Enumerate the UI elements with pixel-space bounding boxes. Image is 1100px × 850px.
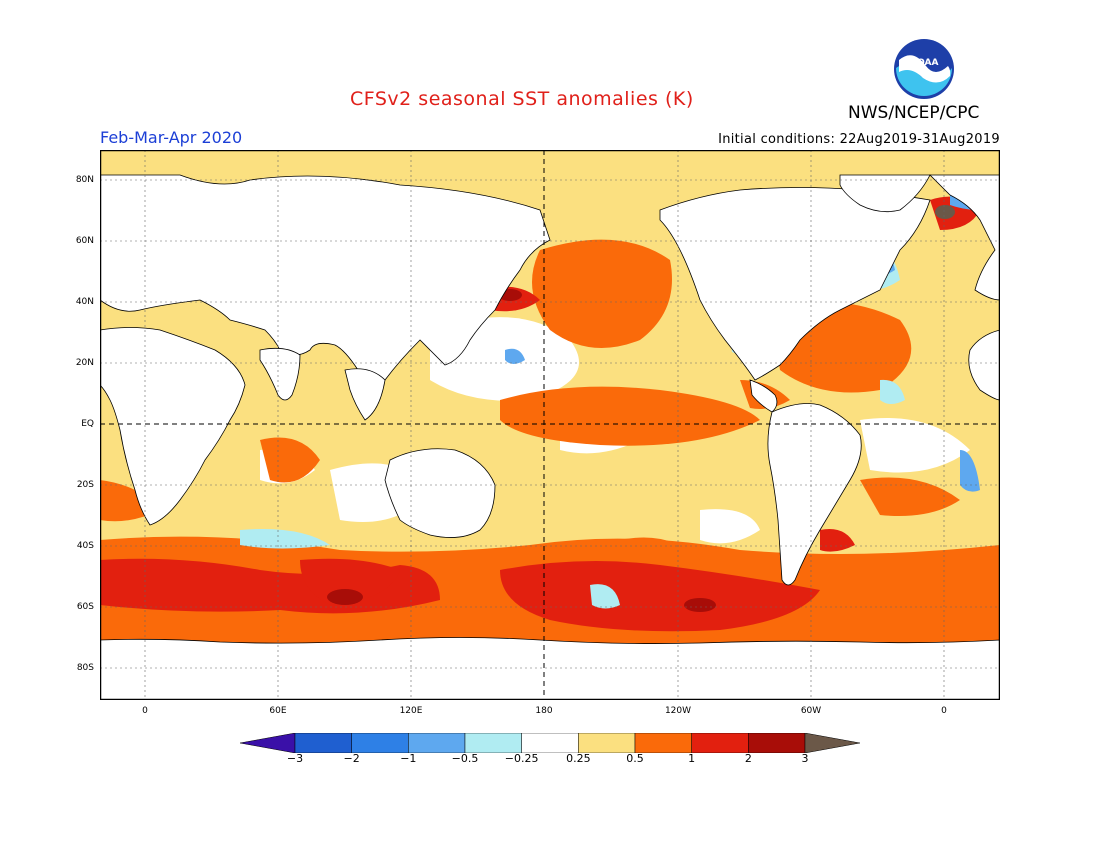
color-scale-label: −0.5: [451, 752, 479, 765]
lat-label-40n: 40N: [75, 297, 94, 307]
sst-anomaly-map: [100, 150, 1000, 700]
lon-label-0-right: 0: [941, 706, 947, 716]
africa-land: [100, 327, 246, 526]
color-scale-swatches: [240, 733, 860, 753]
lon-label-0: 0: [142, 706, 148, 716]
color-swatch-above-max: [804, 733, 860, 753]
lat-label-60s: 60S: [76, 602, 94, 612]
lat-label-20s: 20S: [76, 480, 94, 490]
lat-label-80n: 80N: [75, 175, 94, 185]
color-swatch-below-min: [240, 733, 296, 753]
initial-conditions: Initial conditions: 22Aug2019-31Aug2019: [718, 132, 1000, 147]
color-scale-bar: [240, 733, 860, 753]
color-swatch: [294, 733, 352, 753]
page-title: CFSv2 seasonal SST anomalies (K): [350, 88, 694, 110]
noaa-logo: NOAA: [894, 39, 954, 99]
lat-label-eq: EQ: [81, 419, 94, 429]
australia-land: [384, 448, 496, 538]
lon-label-180: 180: [535, 706, 553, 716]
lon-label-60e: 60E: [269, 706, 287, 716]
color-swatch: [521, 733, 579, 753]
india-land: [259, 347, 301, 401]
south-america-land: [767, 403, 862, 586]
lon-label-120w: 120W: [664, 706, 692, 716]
agency-label: NWS/NCEP/CPC: [848, 103, 980, 123]
color-swatch: [578, 733, 636, 753]
antarctica-land: [100, 637, 1000, 700]
land-masses: [100, 174, 1000, 700]
color-scale-label: 1: [688, 752, 696, 765]
lat-label-40s: 40S: [76, 541, 94, 551]
color-scale-label: −0.25: [504, 752, 539, 765]
lat-label-20n: 20N: [75, 358, 94, 368]
greenland-land: [839, 174, 931, 213]
forecast-period: Feb-Mar-Apr 2020: [100, 128, 243, 147]
southeast-asia-land: [344, 368, 386, 421]
color-swatch: [691, 733, 749, 753]
color-scale-label: 0.25: [566, 752, 591, 765]
lat-label-60n: 60N: [75, 236, 94, 246]
color-swatch: [351, 733, 409, 753]
color-scale-label: −3: [286, 752, 304, 765]
eurasia-land: [100, 174, 551, 387]
color-swatch: [748, 733, 806, 753]
color-scale-label: 2: [744, 752, 752, 765]
color-swatch: [464, 733, 522, 753]
central-america-land: [749, 379, 778, 413]
africa-land-east: [968, 329, 1000, 401]
color-scale-label: 3: [801, 752, 809, 765]
eurasia-land-east: [929, 174, 1000, 301]
color-swatch: [634, 733, 692, 753]
color-scale-label: −2: [343, 752, 360, 765]
lon-label-60w: 60W: [800, 706, 822, 716]
color-scale-label: 0.5: [626, 752, 644, 765]
lon-label-120e: 120E: [399, 706, 423, 716]
lat-label-80s: 80S: [76, 663, 94, 673]
color-swatch: [408, 733, 466, 753]
logo-text: NOAA: [910, 58, 939, 68]
graticule: [100, 150, 1000, 700]
color-scale-label: −1: [400, 752, 417, 765]
map-border: [100, 150, 1000, 700]
